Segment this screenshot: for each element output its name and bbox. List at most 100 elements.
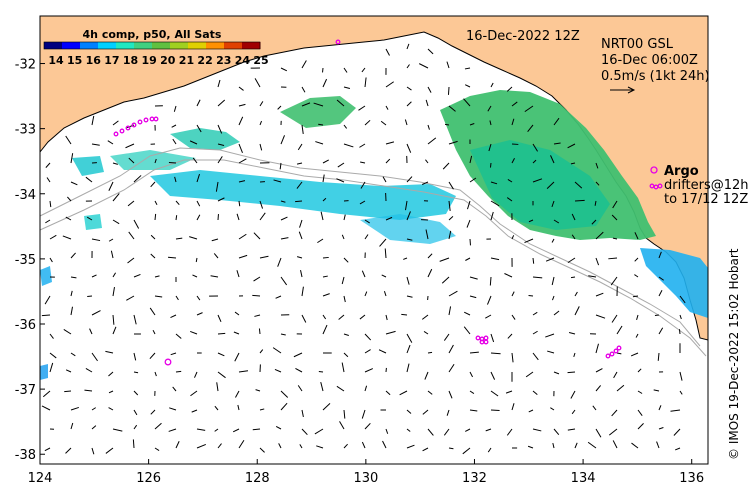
current-vector [612, 237, 618, 240]
current-vector [442, 162, 450, 170]
current-vector [254, 78, 261, 88]
current-vector [385, 158, 391, 164]
current-vector [634, 274, 639, 278]
current-vector [553, 219, 560, 224]
current-vector [525, 371, 534, 378]
current-vector [385, 105, 389, 110]
sst-patch-far-west [40, 266, 52, 286]
current-vector [595, 231, 604, 240]
current-vector [463, 311, 471, 316]
current-vector [571, 409, 576, 415]
current-vector [448, 306, 452, 316]
current-vector [361, 270, 366, 278]
current-vector [636, 314, 639, 321]
sst-patch-west [72, 156, 104, 176]
current-vector [425, 99, 429, 107]
current-vector [422, 447, 429, 452]
colorbar-frame [43, 41, 261, 50]
current-vector [213, 253, 219, 259]
current-vector [214, 405, 219, 411]
current-vector [364, 119, 371, 126]
current-vector [401, 313, 408, 316]
current-vector [91, 238, 101, 242]
current-vector [217, 143, 225, 147]
current-vector [505, 390, 513, 394]
current-vector [567, 143, 576, 149]
x-tick-label: 124 [28, 471, 53, 486]
current-vector [133, 175, 142, 183]
current-vector [259, 143, 263, 151]
current-vector [608, 428, 618, 436]
current-vector [406, 211, 411, 221]
current-vector [552, 295, 555, 301]
current-vector [574, 442, 578, 449]
current-vector [154, 422, 162, 430]
current-vector [658, 405, 662, 411]
current-vector [238, 158, 247, 164]
current-vector [675, 447, 681, 451]
current-vector [133, 409, 138, 416]
current-vector [171, 124, 177, 128]
current-vector [318, 123, 324, 126]
current-vector [322, 293, 330, 297]
current-vector [361, 409, 366, 419]
current-vector [553, 117, 560, 126]
current-vector [574, 306, 580, 316]
current-vector [299, 444, 303, 449]
current-vector [301, 428, 308, 436]
current-vector [553, 142, 561, 145]
colorbar-tick-label: 24 [235, 54, 251, 67]
current-vector [172, 386, 177, 392]
argo-drifters [113, 39, 663, 366]
current-vector [406, 444, 415, 449]
current-vector [658, 327, 664, 335]
colorbar-cell [134, 42, 153, 49]
current-vector [128, 231, 135, 240]
sst-patch-shelf-mid [110, 150, 196, 170]
current-vector [406, 295, 413, 298]
current-vector [595, 162, 599, 169]
colorbar-title: 4h comp, p50, All Sats [83, 28, 222, 41]
current-vector [320, 211, 324, 221]
current-vector [322, 78, 328, 88]
current-vector [546, 181, 555, 189]
current-vector [573, 352, 576, 358]
current-vector [65, 369, 72, 373]
current-vector [511, 403, 515, 411]
current-vector [490, 352, 501, 355]
argo-legend-line1: drifters@12h [664, 178, 749, 193]
current-vector [215, 181, 219, 192]
current-vector [49, 333, 54, 339]
current-vector [338, 314, 345, 320]
current-vector [421, 181, 429, 185]
current-vector [85, 368, 93, 373]
current-vector [154, 371, 157, 377]
current-vector [418, 63, 429, 69]
current-vector [196, 443, 206, 449]
current-vector [91, 274, 97, 278]
current-vector [553, 310, 560, 316]
current-vector [464, 84, 471, 88]
current-vector [112, 219, 120, 225]
current-vector [253, 232, 261, 240]
current-vector [427, 428, 434, 436]
current-vector [236, 270, 240, 278]
current-vector [154, 200, 158, 206]
current-vector [612, 200, 618, 209]
current-vector [595, 292, 604, 297]
current-vector [322, 314, 327, 320]
current-vector [194, 371, 198, 378]
current-vector [45, 219, 51, 224]
current-vector [63, 329, 72, 335]
current-vector [465, 428, 471, 432]
current-vector [359, 143, 366, 148]
current-vector [506, 197, 513, 202]
current-vector [588, 275, 597, 278]
current-vector [466, 200, 471, 210]
current-vector [406, 143, 412, 153]
current-vector [91, 447, 95, 455]
current-vector [112, 193, 120, 202]
sst-patch-west2 [84, 214, 102, 230]
current-vector [343, 257, 349, 263]
current-vector [486, 295, 492, 305]
